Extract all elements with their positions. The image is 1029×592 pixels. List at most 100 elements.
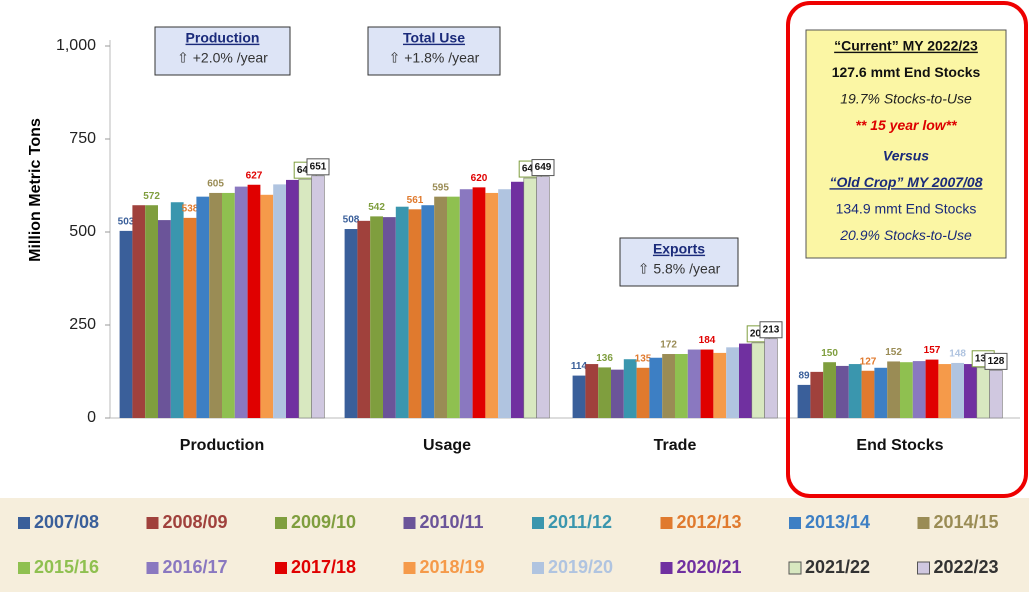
legend-label: 2017/18: [291, 557, 356, 577]
bar: [739, 343, 752, 418]
bar: [498, 189, 511, 418]
bar: [145, 205, 158, 418]
x-tick-label: Production: [180, 437, 264, 454]
stocks-text: 127.6 mmt End Stocks: [832, 64, 981, 80]
bar: [662, 354, 675, 418]
value-label: 184: [699, 335, 716, 346]
bar: [447, 196, 460, 418]
bar: [298, 178, 312, 419]
bar: [344, 229, 358, 418]
legend-swatch: [788, 561, 802, 575]
bar: [523, 177, 537, 419]
bar: [964, 364, 977, 418]
value-label: 595: [432, 182, 449, 193]
bar: [874, 367, 888, 418]
value-label: 213: [763, 324, 780, 335]
value-label: 561: [407, 195, 424, 206]
bar: [209, 192, 222, 418]
value-label: 128: [988, 356, 1005, 367]
y-tick-label: 250: [69, 316, 96, 333]
value-label: 202: [750, 328, 767, 339]
bar: [485, 192, 499, 418]
legend-swatch: [18, 517, 30, 529]
legend-swatch: [146, 517, 159, 529]
stocks-text: 134.9 mmt End Stocks: [836, 201, 977, 217]
bar: [887, 361, 900, 418]
y-tick-label: 1,000: [56, 37, 96, 54]
bar: [611, 369, 624, 418]
legend-swatch: [532, 562, 544, 574]
bar: [408, 209, 422, 418]
annotation-box: [154, 26, 291, 76]
value-label: 645: [522, 164, 539, 175]
bar: [183, 217, 197, 418]
value-label: 135: [635, 353, 652, 364]
bar: [938, 364, 952, 418]
stocks-text: “Old Crop” MY 2007/08: [829, 174, 982, 190]
value-label-box: [984, 352, 1008, 370]
value-label: 135: [975, 353, 992, 364]
bar: [713, 352, 727, 418]
stocks-box: [805, 29, 1007, 259]
highlight-frame: [786, 1, 1028, 498]
legend-label: 2019/20: [548, 557, 613, 577]
value-label: 172: [660, 340, 677, 351]
bar: [764, 338, 778, 419]
value-label: 508: [343, 215, 360, 226]
bar: [383, 217, 396, 418]
legend-label: 2022/23: [934, 557, 999, 577]
value-label: 605: [207, 179, 224, 190]
legend-swatch: [917, 561, 930, 575]
bar: [598, 367, 611, 418]
bar: [675, 354, 688, 418]
legend-label: 2018/19: [420, 557, 485, 577]
bar: [370, 216, 383, 418]
bar: [395, 206, 409, 418]
bar: [700, 349, 714, 418]
bar: [357, 220, 371, 418]
bar: [649, 357, 663, 418]
value-label: 136: [596, 353, 613, 364]
bar: [222, 192, 235, 418]
stocks-text: Versus: [883, 148, 929, 164]
legend-band: [0, 498, 1029, 592]
bar: [511, 181, 524, 418]
bar: [434, 196, 447, 418]
legend-label: 2008/09: [163, 512, 228, 532]
legend-label: 2015/16: [34, 557, 99, 577]
bar: [260, 194, 274, 418]
value-label-box: [531, 159, 555, 177]
bar: [636, 367, 650, 418]
annotation-title: Exports: [653, 241, 705, 257]
bar: [687, 349, 701, 418]
y-tick-label: 500: [69, 223, 96, 240]
value-label: 114: [571, 361, 588, 372]
bar: [158, 220, 171, 418]
value-label: 627: [246, 170, 263, 181]
value-label: 150: [821, 348, 838, 359]
legend-swatch: [275, 562, 287, 574]
annotation-text: ⇧ +1.8% /year: [389, 50, 480, 66]
value-label: 538: [182, 204, 199, 215]
value-label: 649: [535, 162, 552, 173]
value-label: 620: [471, 173, 488, 184]
legend-swatch: [403, 517, 416, 529]
bar: [536, 176, 550, 419]
stocks-text: 19.7% Stocks-to-Use: [840, 91, 972, 107]
stocks-text: 20.9% Stocks-to-Use: [839, 227, 972, 243]
bar: [459, 189, 473, 418]
bar: [585, 364, 599, 418]
bar: [421, 205, 435, 418]
annotation-box: [367, 26, 501, 76]
bar: [572, 375, 586, 418]
bar: [132, 205, 146, 418]
bar: [823, 362, 836, 418]
legend-label: 2011/12: [548, 512, 612, 532]
y-tick-label: 0: [87, 409, 96, 426]
value-label: 152: [885, 347, 902, 358]
value-label: 127: [860, 356, 877, 367]
value-label-box: [306, 158, 330, 176]
legend-swatch: [917, 517, 930, 529]
bar: [951, 362, 964, 418]
